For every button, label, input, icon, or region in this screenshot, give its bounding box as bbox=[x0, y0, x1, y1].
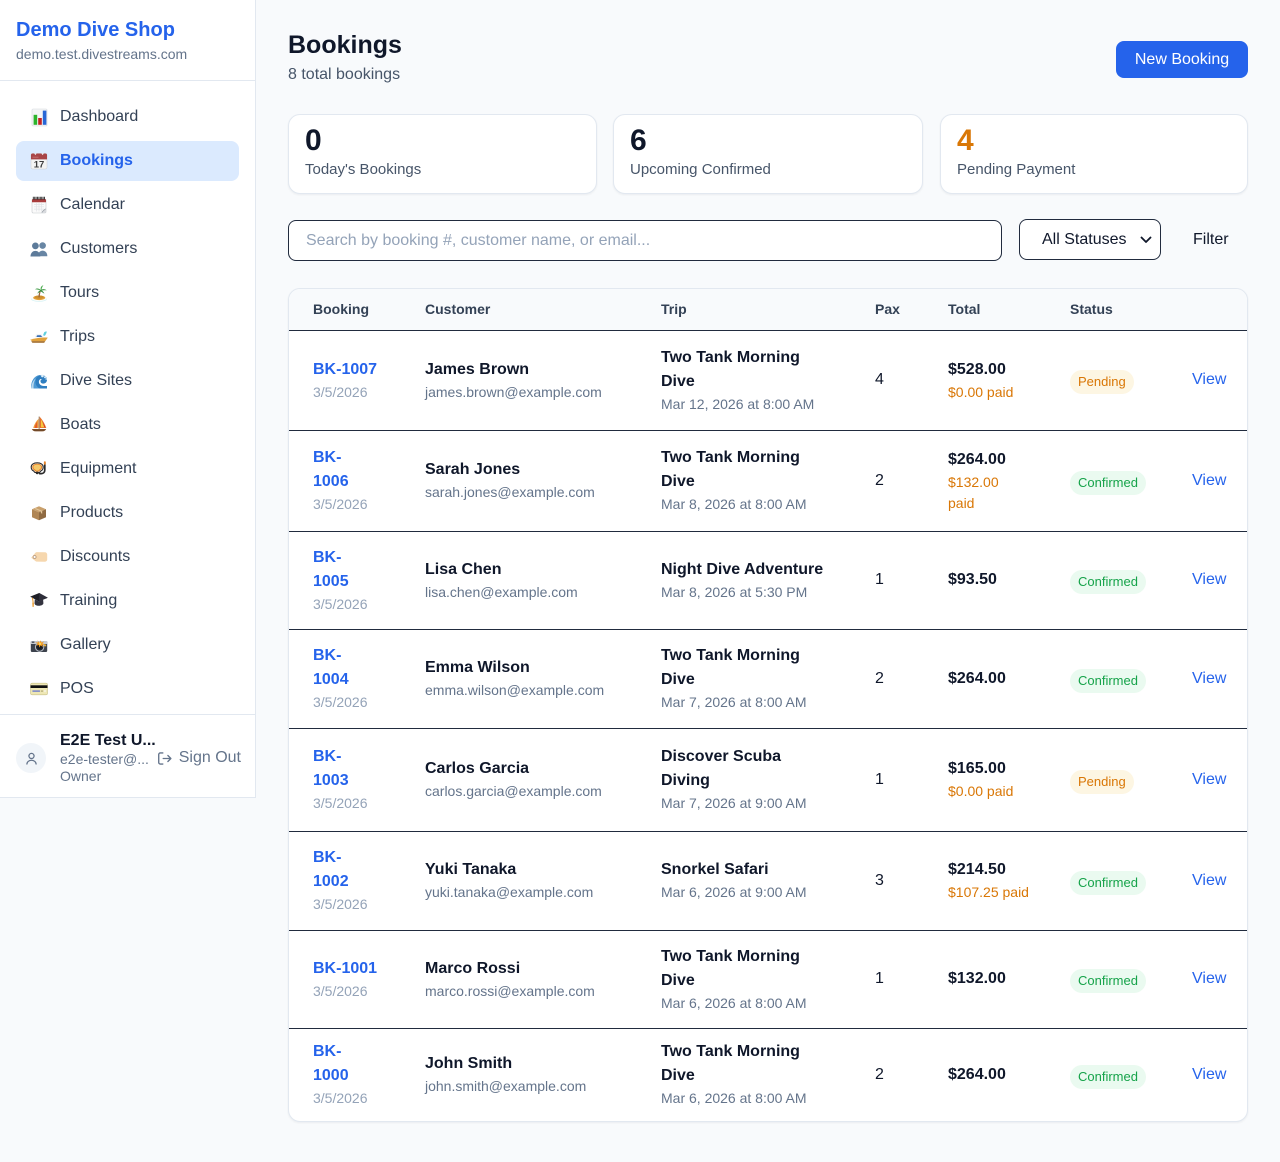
svg-text:17: 17 bbox=[34, 159, 45, 170]
